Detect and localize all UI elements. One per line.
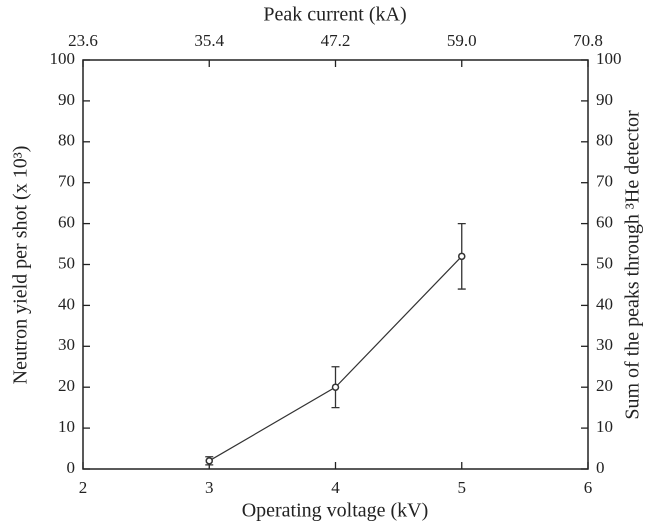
- y-tick-label: 50: [58, 253, 75, 272]
- y2-tick-label: 70: [596, 172, 613, 191]
- y2-tick-label: 50: [596, 253, 613, 272]
- x2-tick-label: 70.8: [573, 31, 603, 50]
- y2-tick-label: 0: [596, 458, 605, 477]
- y-tick-label: 70: [58, 172, 75, 191]
- data-point: [205, 457, 213, 465]
- y-tick-label: 40: [58, 294, 75, 313]
- x2-tick-label: 23.6: [68, 31, 98, 50]
- x2-axis-title: Peak current (kA): [263, 4, 406, 26]
- y-tick-label: 60: [58, 213, 75, 232]
- y2-tick-label: 100: [596, 49, 622, 68]
- y2-tick-label: 10: [596, 417, 613, 436]
- x-tick-label: 4: [331, 478, 340, 497]
- x-tick-label: 2: [79, 478, 88, 497]
- y2-tick-label: 40: [596, 294, 613, 313]
- x2-tick-label: 47.2: [321, 31, 351, 50]
- x-tick-label: 5: [458, 478, 467, 497]
- y-tick-label: 90: [58, 90, 75, 109]
- x2-tick-label: 59.0: [447, 31, 477, 50]
- x-axis-title: Operating voltage (kV): [242, 500, 429, 522]
- x-tick-label: 3: [205, 478, 214, 497]
- y-tick-label: 20: [58, 376, 75, 395]
- data-point: [458, 252, 466, 261]
- y-tick-label: 0: [67, 458, 76, 477]
- y2-tick-label: 30: [596, 335, 613, 354]
- x2-tick-label: 35.4: [194, 31, 224, 50]
- y2-tick-label: 20: [596, 376, 613, 395]
- y2-axis-title: Sum of the peaks through ³He detector: [622, 110, 644, 420]
- data-line: [208, 255, 463, 462]
- y-tick-label: 100: [50, 49, 76, 68]
- y2-tick-label: 80: [596, 131, 613, 150]
- y-tick-label: 10: [58, 417, 75, 436]
- x-tick-label: 6: [584, 478, 593, 497]
- y-tick-label: 80: [58, 131, 75, 150]
- y-tick-label: 30: [58, 335, 75, 354]
- y-axis-title: Neutron yield per shot (x 10³): [10, 146, 32, 385]
- data-point: [331, 383, 340, 391]
- y2-tick-label: 60: [596, 213, 613, 232]
- y2-tick-label: 90: [596, 90, 613, 109]
